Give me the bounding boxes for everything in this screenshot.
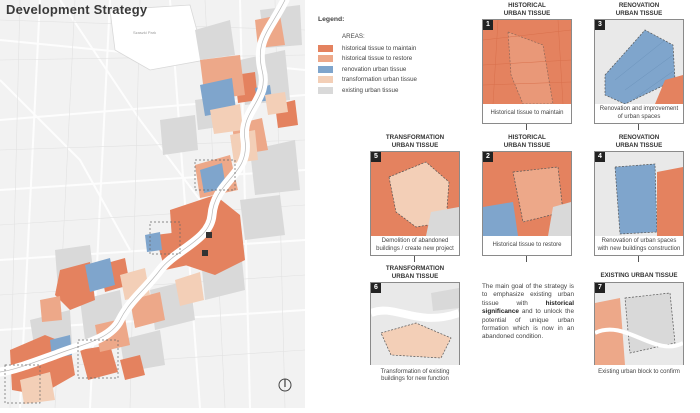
panel-drawing xyxy=(483,152,571,236)
panel-drawing xyxy=(595,20,683,104)
legend-label: renovation urban tissue xyxy=(342,65,407,73)
panel-title: TRANSFORMATION URBAN TISSUE xyxy=(385,134,445,149)
panel-image: 1 xyxy=(482,19,572,105)
park-label: Szaszki Park xyxy=(133,30,157,35)
panel-number: 2 xyxy=(483,152,493,162)
panel-title: EXISTING URBAN TISSUE xyxy=(600,272,678,279)
panel-title: HISTORICAL URBAN TISSUE xyxy=(503,2,551,17)
panel-caption: Existing urban block to confirm xyxy=(594,365,684,381)
summary-text-start: The main goal of the strategy is to emph… xyxy=(482,283,574,307)
panel-image: 3 xyxy=(594,19,684,105)
legend-item: renovation urban tissue xyxy=(318,64,468,75)
panel-number: 5 xyxy=(371,152,381,162)
legend-label: historical tissue to restore xyxy=(342,55,413,63)
site-map: Development Strategy Szaszki Park xyxy=(0,0,306,409)
panel-3: RENOVATION URBAN TISSUE 3 Renovation and… xyxy=(594,2,684,130)
panel-caption: Historical tissue to maintain xyxy=(482,104,572,124)
panel-image: 6 xyxy=(370,282,460,366)
legend-swatch xyxy=(318,76,333,84)
panel-caption: Renovation of urban spaces with new buil… xyxy=(594,236,684,256)
panel-title: TRANSFORMATION URBAN TISSUE xyxy=(385,265,445,280)
panel-number: 4 xyxy=(595,152,605,162)
panel-4: RENOVATION URBAN TISSUE 4 Renovation of … xyxy=(594,134,684,262)
panel-drawing xyxy=(595,152,683,236)
panel-tick xyxy=(526,256,527,262)
legend-swatch xyxy=(318,65,333,73)
panel-2: HISTORICAL URBAN TISSUE 2 Historical tis… xyxy=(482,134,572,262)
summary-text-end: and to unlock the potential of unique ur… xyxy=(482,308,574,341)
strategy-summary: The main goal of the strategy is to emph… xyxy=(482,283,574,342)
panel-image: 2 xyxy=(482,151,572,237)
legend-label: transformation urban tissue xyxy=(342,76,417,84)
north-arrow-icon xyxy=(278,377,292,398)
panel-number: 7 xyxy=(595,283,605,293)
panel-caption: Demolition of abandoned buildings / crea… xyxy=(370,236,460,256)
panel-caption: Historical tissue to restore xyxy=(482,236,572,256)
panel-tick xyxy=(526,124,527,130)
panel-caption: Renovation and improvement of urban spac… xyxy=(594,104,684,124)
legend-swatch xyxy=(318,55,333,63)
legend-label: existing urban tissue xyxy=(342,86,399,94)
panel-1: HISTORICAL URBAN TISSUE 1 Historical tis… xyxy=(482,2,572,130)
summary-emphasis: historical significance xyxy=(482,299,574,316)
legend-swatch xyxy=(318,44,333,52)
legend: Legend: AREAS: historical tissue to main… xyxy=(318,16,468,96)
legend-label: historical tissue to maintain xyxy=(342,44,417,52)
legend-subtitle: AREAS: xyxy=(342,33,365,40)
panel-caption: Transformation of existing buildings for… xyxy=(370,365,460,387)
panel-drawing xyxy=(371,152,459,236)
legend-title: Legend: xyxy=(318,16,345,23)
panel-drawing xyxy=(483,20,571,104)
panel-title: RENOVATION URBAN TISSUE xyxy=(615,2,663,17)
panel-title: RENOVATION URBAN TISSUE xyxy=(615,134,663,149)
panel-title: HISTORICAL URBAN TISSUE xyxy=(503,134,551,149)
panel-drawing xyxy=(595,283,683,365)
legend-item: existing urban tissue xyxy=(318,85,468,96)
legend-item: transformation urban tissue xyxy=(318,75,468,86)
legend-item: historical tissue to maintain xyxy=(318,43,468,54)
panel-tick xyxy=(638,256,639,262)
legend-item: historical tissue to restore xyxy=(318,54,468,65)
panel-number: 6 xyxy=(371,283,381,293)
panel-7: EXISTING URBAN TISSUE 7 Existing urban b… xyxy=(594,272,684,397)
panel-number: 1 xyxy=(483,20,493,30)
panel-tick xyxy=(638,124,639,130)
panel-number: 3 xyxy=(595,20,605,30)
panel-drawing xyxy=(371,283,459,365)
legend-swatch xyxy=(318,86,333,94)
site-map-drawing xyxy=(0,0,306,409)
panel-tick xyxy=(414,256,415,262)
panel-6: TRANSFORMATION URBAN TISSUE 6 Transforma… xyxy=(370,265,460,395)
panel-image: 4 xyxy=(594,151,684,237)
panel-image: 5 xyxy=(370,151,460,237)
panel-image: 7 xyxy=(594,282,684,366)
page-title: Development Strategy xyxy=(6,2,148,17)
panel-5: TRANSFORMATION URBAN TISSUE 5 Demolition… xyxy=(370,134,460,262)
